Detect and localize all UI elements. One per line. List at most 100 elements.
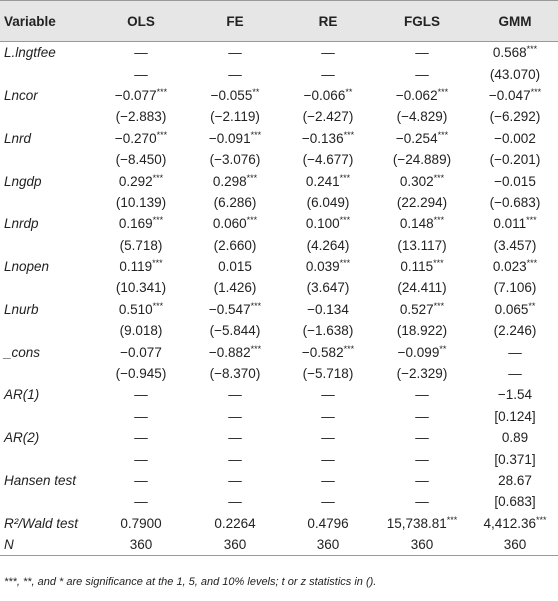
row-label: Lncor xyxy=(4,87,38,103)
cell: 360 xyxy=(186,533,284,557)
cell: (−5.844) xyxy=(209,323,261,339)
cell: — xyxy=(321,473,335,488)
cell: — xyxy=(134,494,148,510)
cell: −0.547*** xyxy=(208,300,262,317)
cell: (−3.076) xyxy=(209,152,261,168)
table-row: (9.018) (−5.844) (−1.638) (18.922) (2.246) xyxy=(0,320,558,341)
cell: (10.139) xyxy=(115,194,167,210)
table-row: (−2.883) (−2.119) (−2.427) (−4.829) (−6.292) xyxy=(0,106,558,127)
cell: — xyxy=(415,45,429,61)
cell: −0.270*** xyxy=(114,129,168,146)
cell: 360 xyxy=(96,533,186,557)
row-label: _cons xyxy=(4,344,41,360)
cell: — xyxy=(415,451,429,467)
cell: — xyxy=(134,430,148,446)
table-row: N 360 360 360 360 360 xyxy=(0,533,558,557)
table-row: (−8.450) (−3.076) (−4.677) (−24.889) (−0.201… xyxy=(0,149,558,170)
row-label: Lnrdp xyxy=(4,216,39,232)
table-row: Lnurb 0.510*** −0.547*** −0.134 0.527*** 0.06… xyxy=(0,299,558,320)
cell: −0.002 xyxy=(494,130,536,146)
cell: −0.015 xyxy=(494,173,536,189)
table-row: Lnrdp 0.169*** 0.060*** 0.100*** 0.148*** 0.0… xyxy=(0,213,558,234)
cell: −0.077*** xyxy=(114,86,168,103)
cell: (−4.677) xyxy=(302,152,354,168)
cell: (−0.945) xyxy=(115,366,167,382)
cell: 0.302*** xyxy=(399,172,445,189)
cell: — xyxy=(228,66,242,82)
cell: 0.169*** xyxy=(118,215,164,232)
row-label xyxy=(0,63,96,84)
cell: (−8.370) xyxy=(209,366,261,382)
cell: — xyxy=(321,408,335,424)
cell: [0.124] xyxy=(494,408,536,424)
cell: 0.2264 xyxy=(214,515,256,531)
cell: — xyxy=(321,45,335,61)
cell: (−2.883) xyxy=(115,109,167,125)
cell: 0.148*** xyxy=(399,215,445,232)
header-cell: OLS xyxy=(96,0,186,42)
table-row: Lncor −0.077*** −0.055** −0.066** −0.062*** −… xyxy=(0,85,558,106)
cell: (3.647) xyxy=(306,280,350,296)
cell: −0.091*** xyxy=(208,129,262,146)
row-label xyxy=(0,192,96,213)
cell: — xyxy=(228,430,242,446)
cell: — xyxy=(415,494,429,510)
cell: (−5.718) xyxy=(302,366,354,382)
cell: — xyxy=(228,387,242,403)
cell: (7.106) xyxy=(493,280,537,296)
cell: −0.066** xyxy=(303,86,353,103)
table-row: — — — — [0.124] xyxy=(0,406,558,427)
cell: — xyxy=(228,473,242,488)
cell: 360 xyxy=(284,533,372,557)
cell: (−24.889) xyxy=(392,152,452,168)
row-label xyxy=(0,235,96,256)
table-row: (10.139) (6.286) (6.049) (22.294) (−0.683) xyxy=(0,192,558,213)
cell: (4.264) xyxy=(306,237,350,253)
cell: (18.922) xyxy=(396,323,448,339)
cell: (6.286) xyxy=(213,194,257,210)
cell: — xyxy=(508,366,522,382)
cell: 0.115*** xyxy=(400,258,444,275)
row-label: Lnrd xyxy=(4,130,32,146)
cell: 0.7900 xyxy=(120,515,162,531)
cell: — xyxy=(321,430,335,446)
cell: (13.117) xyxy=(397,237,447,253)
row-label xyxy=(0,320,96,341)
row-label xyxy=(0,363,96,384)
cell: — xyxy=(134,66,148,82)
cell: (−8.450) xyxy=(115,152,167,168)
table-body: L.lngtfee — — — — 0.568*** — — — — (43.070) Lncor −0… xyxy=(0,42,558,557)
cell: (−2.119) xyxy=(210,109,260,125)
cell: (3.457) xyxy=(493,237,537,253)
row-label xyxy=(0,491,96,512)
row-label: N xyxy=(0,533,96,557)
cell: [0.683] xyxy=(494,494,536,510)
cell: (22.294) xyxy=(396,194,448,210)
cell: (−6.292) xyxy=(489,109,541,125)
table-row: Lnrd −0.270*** −0.091*** −0.136*** −0.254***… xyxy=(0,128,558,149)
cell: (24.411) xyxy=(397,280,447,296)
table-row: AR(1) — — — — −1.54 xyxy=(0,384,558,405)
cell: 0.065** xyxy=(494,300,536,317)
cell: (−0.201) xyxy=(489,152,541,168)
cell: — xyxy=(134,387,148,403)
cell: — xyxy=(415,473,429,488)
table-row: (5.718) (2.660) (4.264) (13.117) (3.457) xyxy=(0,235,558,256)
table-row: L.lngtfee — — — — 0.568*** xyxy=(0,42,558,64)
header-cell: Variable xyxy=(0,0,96,42)
row-label xyxy=(0,149,96,170)
cell: (5.718) xyxy=(119,237,163,253)
table-row: Lnopen 0.119*** 0.015 0.039*** 0.115*** 0.023… xyxy=(0,256,558,277)
cell: 0.023*** xyxy=(492,258,538,275)
row-label: Hansen test xyxy=(4,473,77,488)
cell: — xyxy=(415,430,429,446)
cell: — xyxy=(134,473,148,488)
cell: 0.292*** xyxy=(118,172,164,189)
table-row: — — — — [0.683] xyxy=(0,491,558,512)
cell: — xyxy=(134,451,148,467)
cell: −0.047*** xyxy=(488,86,542,103)
cell: −0.077 xyxy=(120,344,162,360)
table-row: Hansen test — — — — 28.67 xyxy=(0,470,558,491)
cell: −0.882*** xyxy=(208,343,262,360)
